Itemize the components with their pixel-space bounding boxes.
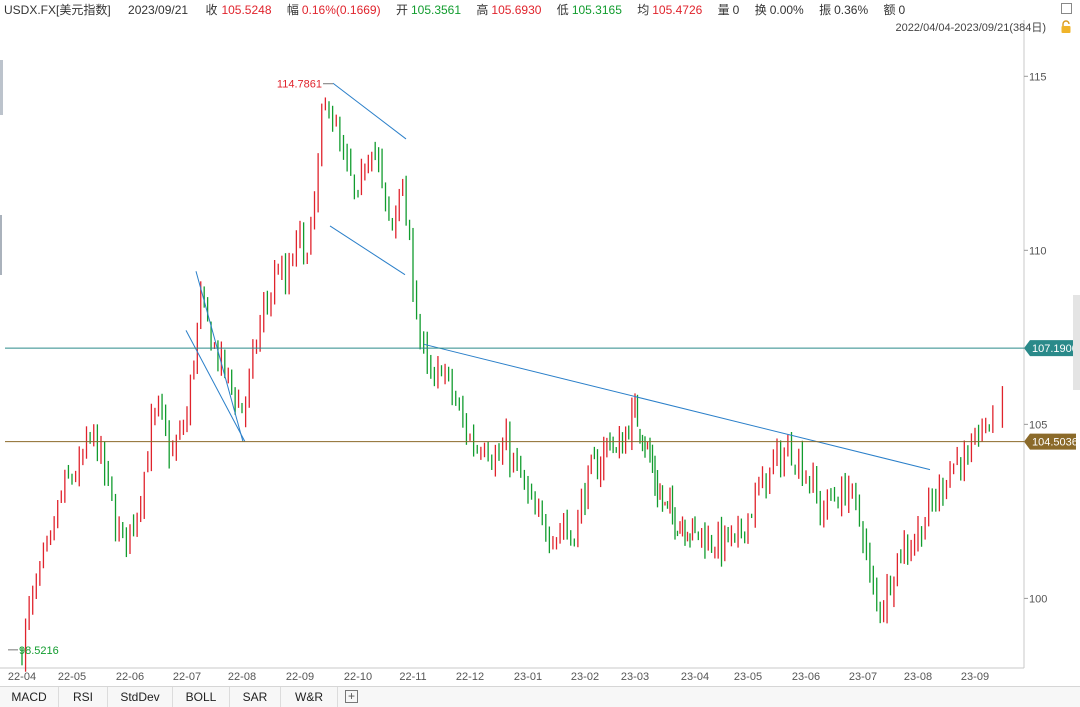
turnover-label: 换 — [754, 3, 767, 17]
high-value: 105.6930 — [491, 3, 542, 17]
x-tick-label: 23-03 — [621, 671, 649, 683]
candlestick-bars — [21, 97, 1004, 672]
y-axis: 100 105 110 115 — [1024, 71, 1047, 605]
close-value: 105.5248 — [221, 3, 272, 17]
trendline — [332, 82, 407, 140]
x-tick-label: 22-09 — [286, 671, 314, 683]
date-range-label: 2022/04/04-2023/09/21(384日) — [895, 22, 1046, 34]
tab-wr[interactable]: W&R — [281, 687, 338, 707]
x-tick-label: 23-06 — [792, 671, 820, 683]
x-tick-label: 23-01 — [514, 671, 542, 683]
price-tag — [1024, 340, 1076, 357]
amount-label: 额 — [883, 3, 896, 17]
scrollbar-handle[interactable] — [1073, 295, 1080, 390]
chart-frame — [0, 20, 1025, 669]
x-tick-label: 22-06 — [116, 671, 144, 683]
x-tick-label: 23-02 — [571, 671, 599, 683]
trendline — [423, 343, 931, 471]
left-edge-strip — [0, 20, 3, 670]
plus-icon[interactable]: + — [345, 690, 358, 703]
y-tick-label: 100 — [1029, 593, 1047, 605]
volume-label: 量 — [717, 3, 730, 17]
x-tick-label: 23-08 — [904, 671, 932, 683]
x-tick-label: 22-08 — [228, 671, 256, 683]
high-label: 高 — [476, 3, 489, 17]
x-tick-label: 23-09 — [961, 671, 989, 683]
window-icon[interactable] — [1061, 3, 1072, 14]
indicator-tabs: MACD RSI StdDev BOLL SAR W&R + — [0, 686, 1080, 707]
price-tag-label: 104.5036 — [1032, 437, 1078, 449]
x-tick-label: 22-05 — [58, 671, 86, 683]
quote-header: USDX.FX[美元指数] 2023/09/21 收 105.5248 幅 0.16… — [0, 0, 1080, 20]
change-label: 幅 — [286, 3, 299, 17]
avg-label: 均 — [637, 3, 650, 17]
open-label: 开 — [395, 3, 408, 17]
low-value: 105.3165 — [571, 3, 622, 17]
trendlines — [185, 82, 931, 471]
low-label: 低 — [556, 3, 569, 17]
x-tick-label: 22-12 — [456, 671, 484, 683]
avg-value: 105.4726 — [652, 3, 703, 17]
trendline — [185, 330, 246, 442]
quote-date: 2023/09/21 — [128, 3, 189, 17]
extreme-annotations: 114.7861 98.5216 — [8, 79, 333, 657]
max-price-label: 114.7861 — [277, 79, 322, 91]
amplitude-label: 振 — [819, 3, 832, 17]
x-tick-label: 22-10 — [344, 671, 372, 683]
candlestick-chart: 107.1900 104.5036 100 105 110 115 22-04 22-05… — [0, 20, 1078, 683]
y-tick-label: 105 — [1029, 419, 1047, 431]
x-tick-label: 22-07 — [173, 671, 201, 683]
price-tag-label: 107.1900 — [1032, 343, 1078, 355]
tab-macd[interactable]: MACD — [0, 687, 59, 707]
tab-rsi[interactable]: RSI — [59, 687, 108, 707]
y-tick-label: 110 — [1029, 245, 1047, 257]
close-label: 收 — [205, 3, 218, 17]
x-tick-label: 23-05 — [734, 671, 762, 683]
horizontal-lines: 107.1900 104.5036 — [5, 340, 1078, 450]
trendline — [195, 271, 244, 442]
open-value: 105.3561 — [410, 3, 462, 17]
min-price-label: 98.5216 — [19, 645, 59, 657]
x-tick-label: 23-07 — [849, 671, 877, 683]
x-axis: 22-04 22-05 22-06 22-07 22-08 22-09 22-10 22-11… — [8, 671, 989, 683]
price-tag — [1024, 433, 1076, 450]
symbol-name[interactable]: USDX.FX[美元指数] — [4, 3, 111, 17]
trendline — [329, 225, 406, 276]
amount-value: 0 — [898, 3, 906, 17]
tab-sar[interactable]: SAR — [230, 687, 281, 707]
x-tick-label: 22-11 — [399, 671, 426, 683]
change-value: 0.16%(0.1669) — [301, 3, 381, 17]
tab-boll[interactable]: BOLL — [173, 687, 230, 707]
tab-stddev[interactable]: StdDev — [108, 687, 173, 707]
volume-value: 0 — [732, 3, 740, 17]
x-tick-label: 23-04 — [681, 671, 709, 683]
x-tick-label: 22-04 — [8, 671, 36, 683]
lock-icon[interactable] — [1060, 20, 1072, 34]
y-tick-label: 115 — [1029, 71, 1047, 83]
amplitude-value: 0.36% — [834, 3, 869, 17]
turnover-value: 0.00% — [769, 3, 804, 17]
